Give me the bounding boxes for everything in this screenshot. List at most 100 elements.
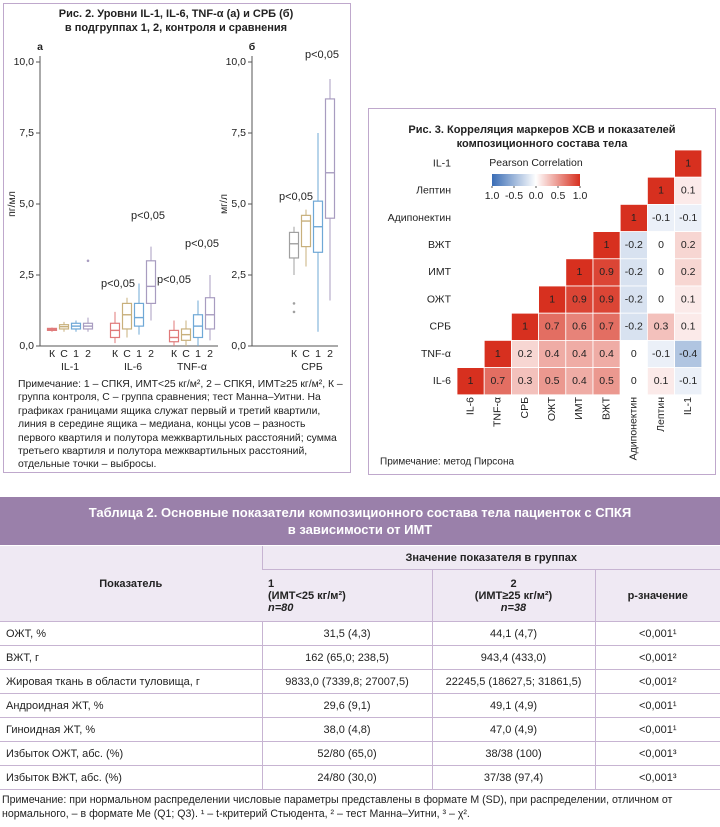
subgroup-label: 2 [327,348,333,360]
row-label: TNF-α [421,348,451,360]
table-cell: 24/80 (30,0) [261,765,432,790]
table-title-line: Таблица 2. Основные показатели композици… [88,505,632,520]
cell [510,312,539,341]
cell-label: 0 [658,266,664,278]
cell [565,367,594,396]
table-note: Примечание: при нормальном распределении… [2,794,673,820]
cell [565,285,594,314]
y-tick-label: 0,0 [231,340,246,352]
cell-label: -0.4 [679,348,697,360]
cell-label: 0.7 [545,321,560,333]
annotation: p<0,05 [305,49,339,61]
subgroup-label: 2 [207,348,213,360]
header-row: 1 (ИМТ<25 кг/м²) n=80 2 (ИМТ≥25 кг/м²) n=38 … [0,569,720,622]
subgroup-label: К [291,348,298,360]
y-tick-label: 2,5 [231,269,246,281]
column-label: IL-6 [464,397,476,415]
table-row: ОЖТ, % 31,5 (4,3) 44,1 (4,7) <0,001¹ [0,621,720,646]
cell [619,258,648,287]
figure2-frame [3,3,351,473]
cell-label: 1 [468,375,474,387]
y-tick-label: 0,0 [19,340,34,352]
row-label: IL-6 [433,375,451,387]
cell [674,285,703,314]
group-label: IL-6 [124,361,142,373]
cell-label: 0.9 [599,293,614,305]
row-label: ОЖТ [427,293,452,305]
subgroup-label: 1 [73,348,79,360]
colorbar-tick-label: -0.5 [505,190,523,202]
cell [565,339,594,368]
cell-label: 0.9 [599,266,614,278]
panel-label: б [249,41,256,53]
table-cell: <0,001² [594,645,720,670]
y-tick-label: 2,5 [19,269,34,281]
column-label: СРБ [519,397,531,419]
table-cell: 162 (65,0; 238,5) [261,645,432,670]
cell-label: 0.4 [599,348,614,360]
cell-label: -0.2 [625,266,643,278]
header-cell: 2 (ИМТ≥25 кг/м²) n=38 [431,569,595,622]
y-tick-label: 10,0 [226,56,247,68]
cell [592,231,621,260]
column-label: ИМТ [573,396,585,419]
cell [619,367,648,396]
cell [674,203,703,232]
table-title-line: в зависимости от ИМТ [287,522,433,537]
annotation: p<0,05 [279,191,313,203]
cell [674,258,703,287]
cell-label: -0.2 [625,321,643,333]
cell-label: 1 [522,321,528,333]
cell-label: -0.1 [652,212,670,224]
cell-label: 0.4 [572,348,587,360]
header-line: n=80 [268,601,294,614]
subgroup-label: С [302,348,310,360]
row-header: Жировая ткань в области туловища, г [0,669,262,694]
outlier [86,259,90,263]
figure3-frame [368,108,716,475]
panel-label: а [37,41,43,53]
column-label: ВЖТ [600,396,612,420]
column-label: TNF-α [492,397,504,427]
cell-label: 0 [658,239,664,251]
subgroup-label: 1 [136,348,142,360]
row-header: Андроидная ЖТ, % [0,693,262,718]
header-line: (ИМТ≥25 кг/м²) [474,589,553,602]
cell-label: 0.9 [572,293,587,305]
subgroup-label: 1 [195,348,201,360]
figure2-title: Рис. 2. Уровни IL-1, IL-6, TNF-α (а) и С… [59,8,294,20]
cell-label: 1 [631,212,637,224]
table-cell: 29,6 (9,1) [261,693,432,718]
cell [510,367,539,396]
figure3-title: композиционного состава тела [457,138,629,150]
cell-label: 0.5 [599,375,614,387]
cell [619,339,648,368]
table-row: Жировая ткань в области туловища, г 9833,… [0,669,720,694]
cell [592,258,621,287]
cell [592,285,621,314]
table-cell: <0,001² [594,669,720,694]
column-label: Адипонектин [628,397,640,461]
cell [674,231,703,260]
row-label: ИМТ [428,266,451,278]
cell-label: 1 [604,239,610,251]
header-cell: 1 (ИМТ<25 кг/м²) n=80 [262,569,432,622]
cell [619,312,648,341]
row-label: Адипонектин [388,212,452,224]
cell-label: 0.7 [490,375,505,387]
subgroup-label: К [171,348,178,360]
cell [483,339,512,368]
legend-title: Pearson Correlation [489,157,583,169]
cell-label: -0.2 [625,293,643,305]
cell-label: -0.1 [679,212,697,224]
column-label: ОЖТ [546,396,558,421]
table-cell: 22245,5 (18627,5; 31861,5) [431,669,595,694]
row-label: Лептин [416,185,451,197]
table-cell: 38,0 (4,8) [261,717,432,742]
cell-label: 1 [495,348,501,360]
table-row: ВЖТ, г 162 (65,0; 238,5) 943,4 (433,0) <0,0… [0,645,720,670]
subgroup-label: 2 [85,348,91,360]
group-label: СРБ [301,361,323,373]
table-cell: <0,001¹ [594,693,720,718]
y-axis-title: мг/л [218,194,230,214]
